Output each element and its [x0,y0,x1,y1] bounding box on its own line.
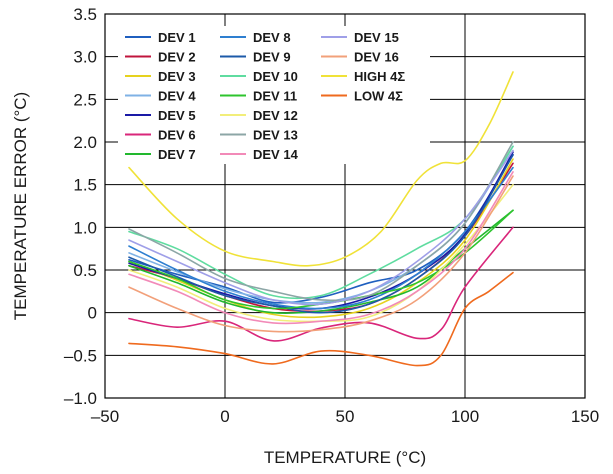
y-tick-label: 1.5 [73,176,97,195]
series-layer [128,71,514,367]
series-line-2 [128,162,514,313]
legend-label: DEV 1 [158,30,196,45]
x-tick-label: 150 [571,407,599,426]
series-line-6 [128,226,514,342]
y-tick-label: 1.0 [73,218,97,237]
legend-label: DEV 6 [158,128,196,143]
legend-label: DEV 14 [253,147,299,162]
legend-label: LOW 4Σ [354,89,403,104]
y-axis-title: TEMPERATURE ERROR (°C) [11,92,30,320]
y-tick-label: 2.5 [73,90,97,109]
y-tick-label: 0.5 [73,261,97,280]
y-tick-labels: –1.0 –0.5 0 0.5 1.0 1.5 2.0 2.5 3.0 3.5 [64,5,97,408]
series-line-13 [128,141,514,302]
y-tick-label: 2.0 [73,133,97,152]
legend-background [118,26,430,164]
x-tick-label: 50 [336,407,355,426]
y-tick-label: 3.0 [73,48,97,67]
legend-label: DEV 10 [253,69,298,84]
series-line-5 [128,151,514,310]
y-tick-label: –1.0 [64,389,97,408]
series-line-18 [128,271,514,367]
y-tick-label: 3.5 [73,5,97,24]
x-axis-title: TEMPERATURE (°C) [264,448,426,467]
legend-label: DEV 13 [253,128,298,143]
series-line-16 [128,175,514,333]
legend-label: DEV 15 [354,30,399,45]
legend-label: DEV 9 [253,50,291,65]
y-tick-label: 0 [88,304,97,323]
y-tick-label: –0.5 [64,346,97,365]
legend: DEV 1 DEV 2 DEV 3 DEV 4 DEV 5 DEV 6 DEV 7 DEV 8… [125,30,405,162]
x-tick-labels: –50 0 50 100 150 [91,407,599,426]
series-line-3 [128,158,514,319]
x-tick-label: –50 [91,407,119,426]
legend-label: DEV 11 [253,89,297,104]
legend-label: HIGH 4Σ [354,69,405,84]
x-tick-label: 100 [451,407,479,426]
series-line-14 [128,171,514,325]
legend-label: DEV 8 [253,30,291,45]
legend-label: DEV 4 [158,89,196,104]
series-line-8 [128,166,514,310]
legend-label: DEV 3 [158,69,196,84]
series-line-15 [128,149,514,306]
legend-label: DEV 5 [158,108,196,123]
legend-label: DEV 16 [354,50,399,65]
series-line-9 [128,154,514,314]
legend-label: DEV 7 [158,147,196,162]
plot-frame [104,13,586,399]
series-line-17 [128,71,514,267]
series-line-4 [128,145,514,304]
legend-label: DEV 12 [253,108,298,123]
legend-label: DEV 2 [158,50,196,65]
x-tick-label: 0 [220,407,229,426]
